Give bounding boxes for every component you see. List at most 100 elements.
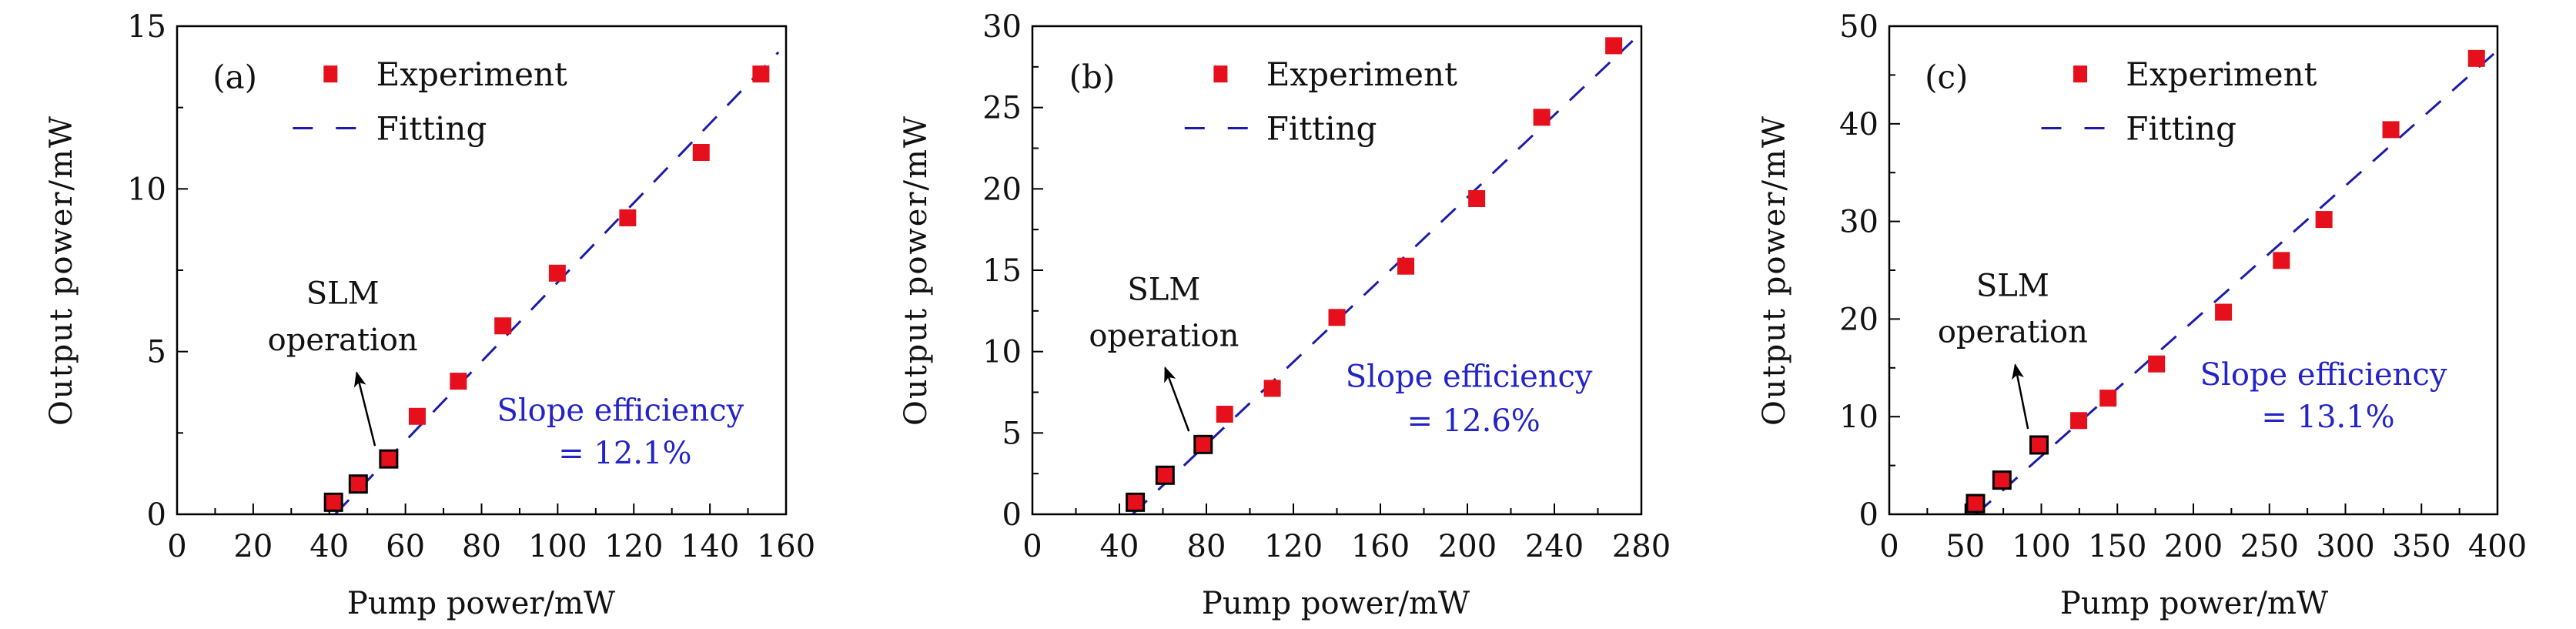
x-tick-label: 200: [1438, 529, 1497, 564]
x-axis-label: Pump power/mW: [1202, 586, 1470, 621]
experiment-point: [1216, 406, 1233, 423]
y-tick-label: 30: [982, 9, 1022, 45]
experiment-point: [2070, 412, 2088, 430]
experiment-point: [619, 209, 637, 226]
slm-arrow: [353, 371, 376, 447]
plot-frame: [1888, 25, 2499, 516]
legend-experiment-label: Experiment: [2126, 55, 2317, 93]
x-tick-label: 140: [681, 529, 739, 564]
y-tick-label: 15: [982, 253, 1022, 289]
x-tick-label: 40: [309, 529, 349, 564]
experiment-point: [2382, 121, 2400, 139]
slope-efficiency-label: Slope efficiency: [1346, 359, 1593, 394]
experiment-point: [1605, 37, 1623, 55]
experiment-point: [2315, 211, 2333, 229]
experiment-point-slm: [1126, 492, 1146, 512]
legend-fitting-label: Fitting: [376, 110, 487, 148]
experiment-point: [752, 65, 770, 83]
x-tick-label: 160: [757, 529, 815, 564]
experiment-point: [2467, 49, 2485, 67]
y-tick-label: 0: [1002, 497, 1022, 533]
y-tick-label: 40: [1839, 107, 1878, 142]
y-tick-label: 30: [1839, 205, 1878, 240]
legend-experiment-label: Experiment: [1266, 55, 1457, 93]
experiment-point: [692, 143, 710, 161]
experiment-point: [1468, 190, 1486, 208]
y-tick-label: 0: [147, 497, 166, 533]
experiment-point-slm: [323, 492, 343, 512]
panel-a: 0 20 40 60 80 100 120 140 160 0 5 10 15 Pump power/mW…: [44, 9, 815, 621]
y-tick-label: 25: [982, 91, 1022, 126]
panel-b: 0 40 80 120 160 200 240 280 0 5 10 15 20 25 30 Pump pow…: [898, 9, 1671, 621]
x-tick-label: 120: [1264, 529, 1323, 564]
experiment-point: [548, 264, 566, 282]
fitting-line: [1975, 49, 2498, 516]
y-tick-label: 10: [1839, 400, 1878, 435]
experiment-point-slm: [1193, 434, 1213, 454]
plot-frame: [176, 25, 788, 516]
slm-arrow: [1164, 366, 1190, 432]
x-tick-label: 240: [1525, 529, 1584, 564]
legend-experiment-label: Experiment: [376, 55, 567, 93]
y-tick-label: 20: [982, 172, 1022, 207]
legend-fitting-label: Fitting: [2126, 110, 2236, 148]
experiment-point: [1263, 380, 1281, 397]
x-tick-label: 100: [528, 529, 587, 564]
y-tick-label: 5: [147, 335, 166, 370]
x-tick-label: 0: [167, 529, 186, 564]
panel-label: (b): [1069, 58, 1116, 95]
slm-arrow: [2012, 363, 2029, 430]
x-tick-label: 160: [1351, 529, 1410, 564]
x-tick-label: 20: [233, 529, 273, 564]
experiment-point-slm: [379, 449, 399, 469]
experiment-point-slm: [1965, 493, 1986, 514]
experiment-point: [494, 317, 512, 335]
plot-frame: [1031, 25, 1643, 516]
y-axis-label: Output power/mW: [898, 115, 934, 426]
x-tick-label: 150: [2088, 529, 2146, 564]
experiment-point-slm: [348, 474, 368, 494]
x-tick-label: 0: [1879, 529, 1899, 564]
experiment-point: [2215, 303, 2233, 321]
y-axis-label: Output power/mW: [44, 115, 79, 426]
legend-fitting-label: Fitting: [1266, 110, 1377, 148]
y-tick-label: 50: [1839, 9, 1878, 45]
experiment-point: [1533, 109, 1551, 126]
x-tick-label: 300: [2316, 529, 2374, 564]
x-tick-label: 250: [2240, 529, 2299, 564]
y-tick-label: 5: [1002, 416, 1022, 451]
slm-annotation-line2: operation: [268, 323, 418, 358]
experiment-point: [1328, 309, 1346, 326]
slm-annotation-line1: SLM: [1127, 272, 1200, 307]
x-tick-label: 0: [1022, 529, 1042, 564]
experiment-point: [2099, 390, 2117, 407]
slope-efficiency-value: = 12.1%: [558, 436, 691, 471]
slm-annotation-line1: SLM: [1976, 268, 2049, 303]
x-tick-label: 120: [604, 529, 663, 564]
x-tick-label: 100: [2012, 529, 2070, 564]
experiment-point-slm: [1992, 470, 2012, 490]
y-tick-label: 20: [1839, 302, 1878, 337]
slope-efficiency-value: = 13.1%: [2261, 400, 2394, 435]
x-tick-label: 50: [1945, 529, 1985, 564]
legend-experiment-marker: [1213, 65, 1228, 83]
y-tick-label: 0: [1859, 497, 1878, 533]
experiment-point: [450, 373, 467, 390]
x-axis-label: Pump power/mW: [347, 586, 615, 621]
slm-annotation-line2: operation: [1938, 315, 2088, 350]
panel-c: 0 50 100 150 200 250 300 350 400 0 10 20 30 40 50 Pump …: [1757, 9, 2527, 621]
experiment-point: [2273, 252, 2290, 269]
panel-label: (a): [212, 58, 257, 95]
legend-experiment-marker: [2073, 65, 2088, 83]
y-axis-label: Output power/mW: [1757, 115, 1792, 426]
x-tick-label: 40: [1100, 529, 1139, 564]
x-axis-label: Pump power/mW: [2060, 586, 2328, 621]
legend-experiment-marker: [323, 65, 338, 83]
slm-annotation-line2: operation: [1089, 319, 1239, 354]
x-tick-label: 400: [2468, 529, 2527, 564]
slope-efficiency-value: = 12.6%: [1407, 403, 1540, 439]
panel-label: (c): [1925, 58, 1968, 95]
slope-efficiency-label: Slope efficiency: [2200, 357, 2447, 393]
slm-annotation-line1: SLM: [306, 276, 380, 312]
